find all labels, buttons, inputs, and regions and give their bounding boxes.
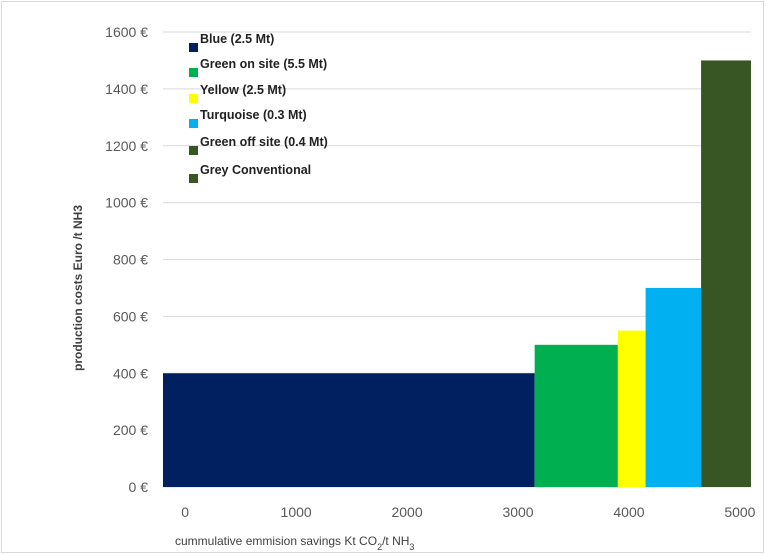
x-tick-label: 3000 bbox=[502, 504, 533, 520]
y-tick-label: 200 € bbox=[113, 422, 148, 438]
bar bbox=[534, 344, 618, 487]
x-tick-label: 4000 bbox=[613, 504, 644, 520]
y-tick-label: 600 € bbox=[113, 308, 148, 324]
legend-swatch bbox=[189, 68, 198, 77]
y-tick-labels: 0 € 200 € 400 € 600 € 800 € 1000 € 1200 € 1400 … bbox=[105, 24, 148, 495]
x-tick-label: 5000 bbox=[724, 504, 755, 520]
legend-swatch bbox=[189, 43, 198, 52]
x-tick-label: 1000 bbox=[281, 504, 312, 520]
y-tick-label: 400 € bbox=[113, 365, 148, 381]
legend-label: Turquoise (0.3 Mt) bbox=[200, 108, 307, 122]
y-tick-label: 1000 € bbox=[105, 195, 148, 211]
y-tick-label: 1200 € bbox=[105, 138, 148, 154]
legend-swatch bbox=[189, 174, 198, 183]
bars bbox=[163, 60, 751, 487]
legend-swatch bbox=[189, 119, 198, 128]
y-tick-label: 1600 € bbox=[105, 24, 148, 40]
x-tick-labels: 0 1000 2000 3000 4000 5000 bbox=[181, 504, 755, 520]
bar bbox=[701, 60, 751, 487]
y-tick-label: 800 € bbox=[113, 252, 148, 268]
x-tick-label: 0 bbox=[181, 504, 189, 520]
legend: Blue (2.5 Mt) Green on site (5.5 Mt) Yello… bbox=[189, 32, 328, 183]
x-axis-title: cummulative emmision savings Kt CO2/t NH… bbox=[175, 534, 414, 552]
bar bbox=[163, 373, 535, 487]
legend-label: Grey Conventional bbox=[200, 163, 311, 177]
x-tick-label: 2000 bbox=[391, 504, 422, 520]
y-tick-label: 0 € bbox=[129, 479, 149, 495]
bar bbox=[645, 287, 702, 487]
bar bbox=[617, 330, 646, 487]
legend-label: Blue (2.5 Mt) bbox=[200, 32, 274, 46]
legend-label: Green off site (0.4 Mt) bbox=[200, 135, 328, 149]
y-axis-title: production costs Euro /t NH3 bbox=[71, 205, 85, 371]
legend-swatch bbox=[189, 146, 198, 155]
legend-swatch bbox=[189, 94, 198, 103]
legend-label: Yellow (2.5 Mt) bbox=[200, 83, 286, 97]
y-tick-label: 1400 € bbox=[105, 81, 148, 97]
legend-label: Green on site (5.5 Mt) bbox=[200, 57, 327, 71]
